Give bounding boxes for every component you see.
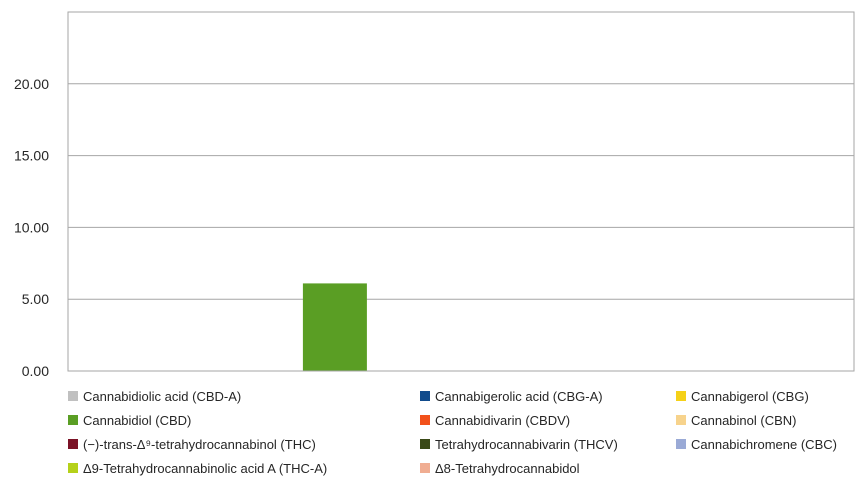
legend-label: Δ8-Tetrahydrocannabidol bbox=[435, 460, 580, 476]
y-tick-label: 20.00 bbox=[14, 76, 49, 92]
legend-label: Cannabichromene (CBC) bbox=[691, 436, 837, 452]
y-tick-label: 0.00 bbox=[22, 363, 49, 379]
legend-item: Cannabidivarin (CBDV) bbox=[420, 410, 570, 430]
legend-swatch bbox=[420, 415, 430, 425]
legend-label: Cannabidivarin (CBDV) bbox=[435, 412, 571, 428]
legend-swatch bbox=[68, 463, 78, 473]
legend: Cannabidiolic acid (CBD-A) Cannabigerolic… bbox=[68, 386, 855, 482]
legend-swatch bbox=[420, 439, 430, 449]
y-axis-ticks: 0.00 5.00 10.00 15.00 20.00 bbox=[14, 76, 49, 379]
y-tick-label: 10.00 bbox=[14, 219, 49, 235]
gridlines bbox=[68, 83, 854, 372]
legend-label: Cannabidiolic acid (CBD-A) bbox=[83, 388, 242, 404]
legend-label: Cannabidiol (CBD) bbox=[83, 412, 192, 428]
bar bbox=[302, 283, 367, 371]
legend-item: Cannabigerolic acid (CBG-A) bbox=[420, 386, 603, 406]
bars bbox=[302, 283, 367, 371]
y-tick-label: 15.00 bbox=[14, 148, 49, 164]
legend-item: Δ9-Tetrahydrocannabinolic acid A (THC-A) bbox=[68, 458, 327, 478]
legend-item: Cannabigerol (CBG) bbox=[676, 386, 809, 406]
legend-item: Cannabidiol (CBD) bbox=[68, 410, 191, 430]
legend-item: Cannabidiolic acid (CBD-A) bbox=[68, 386, 241, 406]
legend-label: Δ9-Tetrahydrocannabinolic acid A (THC-A) bbox=[83, 460, 328, 476]
legend-swatch bbox=[68, 439, 78, 449]
legend-item: Cannabinol (CBN) bbox=[676, 410, 797, 430]
legend-swatch bbox=[420, 391, 430, 401]
legend-swatch bbox=[68, 391, 78, 401]
legend-label: (−)-trans-Δ⁹-tetrahydrocannabinol (THC) bbox=[83, 436, 316, 452]
y-tick-label: 5.00 bbox=[22, 291, 49, 307]
legend-item: Δ8-Tetrahydrocannabidol bbox=[420, 458, 580, 478]
legend-item: Tetrahydrocannabivarin (THCV) bbox=[420, 434, 618, 454]
legend-label: Tetrahydrocannabivarin (THCV) bbox=[435, 436, 618, 452]
legend-label: Cannabigerolic acid (CBG-A) bbox=[435, 388, 603, 404]
legend-label: Cannabinol (CBN) bbox=[691, 412, 797, 428]
plot-area-border bbox=[67, 11, 855, 372]
legend-swatch bbox=[68, 415, 78, 425]
legend-swatch bbox=[676, 439, 686, 449]
legend-swatch bbox=[420, 463, 430, 473]
legend-item: Cannabichromene (CBC) bbox=[676, 434, 837, 454]
legend-swatch bbox=[676, 415, 686, 425]
legend-swatch bbox=[676, 391, 686, 401]
legend-item: (−)-trans-Δ⁹-tetrahydrocannabinol (THC) bbox=[68, 434, 316, 454]
legend-label: Cannabigerol (CBG) bbox=[691, 388, 809, 404]
